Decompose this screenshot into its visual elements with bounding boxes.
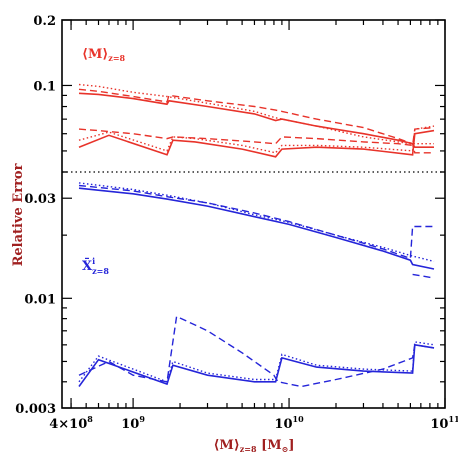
bottom-y-tick-label: 0.03	[24, 192, 56, 207]
x-tick-label: 4×108	[49, 414, 93, 432]
bottom-series-2-dashed	[412, 273, 435, 279]
top-y-tick-label: 0.1	[33, 79, 56, 94]
top-y-tick-label: 0.2	[33, 14, 56, 29]
x-axis-label: ⟨M⟩z=8 [M⊙]	[213, 438, 294, 454]
y-axis-label: Relative Error	[11, 163, 26, 266]
top-panel-annotation: ⟨M⟩z=8	[82, 47, 126, 63]
x-axis-label-unit: [M	[257, 438, 282, 453]
bottom-series-4-dashed	[78, 315, 435, 388]
x-tick-label: 1010	[274, 414, 304, 432]
bottom-annotation-base: X̄	[82, 257, 93, 274]
x-axis-label-symbol: ⟨M⟩	[213, 438, 239, 453]
plot-frame	[61, 19, 446, 409]
x-tick-label: 109	[121, 414, 145, 432]
top-annotation-base: ⟨M⟩	[82, 47, 108, 62]
top-series-2-solid	[78, 92, 434, 148]
top-series-3-dashed	[78, 126, 435, 147]
bottom-panel-annotation: X̄i z=8	[82, 256, 109, 276]
bottom-series-5-dotted	[78, 341, 435, 383]
top-series-5-solid	[78, 129, 435, 158]
x-axis-label-unit-subscript: ⊙	[282, 444, 289, 454]
bottom-y-tick-label: 0.01	[24, 292, 56, 307]
top-series-0-dotted	[78, 83, 434, 145]
labels-layer: 4×108 109 1010 1011 0.2 0.1 0.03 0.01 0.003	[15, 14, 458, 432]
top-series-1-dashed	[78, 88, 434, 154]
bottom-annotation-subscript: z=8	[92, 266, 109, 276]
bottom-annotation-superscript: i	[92, 256, 95, 266]
bottom-y-tick-label: 0.003	[15, 402, 56, 417]
top-annotation-subscript: z=8	[108, 53, 125, 63]
bottom-series-6-solid	[78, 343, 435, 387]
series-layer	[78, 83, 435, 388]
ticks-layer	[62, 19, 446, 409]
bottom-series-1-dashed	[78, 184, 434, 260]
x-axis-label-close: ]	[288, 438, 294, 453]
x-axis-label-subscript: z=8	[240, 444, 257, 454]
bottom-series-3-solid	[78, 187, 435, 270]
bottom-series-0-dotted	[78, 182, 435, 263]
top-series-4-dotted	[78, 125, 435, 154]
x-tick-label: 1011	[430, 414, 458, 432]
